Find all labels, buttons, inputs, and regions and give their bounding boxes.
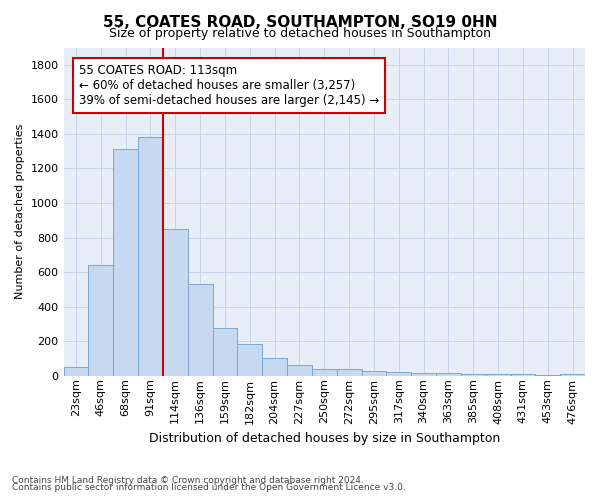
Bar [312, 369, 337, 376]
Text: 55 COATES ROAD: 113sqm
← 60% of detached houses are smaller (3,257)
39% of semi-: 55 COATES ROAD: 113sqm ← 60% of detached… [79, 64, 379, 107]
Text: Contains HM Land Registry data © Crown copyright and database right 2024.: Contains HM Land Registry data © Crown c… [12, 476, 364, 485]
Bar [287, 364, 312, 376]
Bar [64, 367, 88, 376]
Bar [485, 374, 511, 376]
Bar [238, 344, 262, 376]
Bar [386, 372, 411, 376]
Bar [262, 358, 287, 376]
Text: Size of property relative to detached houses in Southampton: Size of property relative to detached ho… [109, 28, 491, 40]
Text: 55, COATES ROAD, SOUTHAMPTON, SO19 0HN: 55, COATES ROAD, SOUTHAMPTON, SO19 0HN [103, 15, 497, 30]
Y-axis label: Number of detached properties: Number of detached properties [15, 124, 25, 300]
Bar [411, 373, 436, 376]
Bar [163, 229, 188, 376]
Bar [188, 284, 212, 376]
Bar [88, 265, 113, 376]
Bar [337, 369, 362, 376]
Bar [461, 374, 485, 376]
Bar [212, 328, 238, 376]
Bar [113, 150, 138, 376]
Bar [436, 373, 461, 376]
Bar [535, 375, 560, 376]
X-axis label: Distribution of detached houses by size in Southampton: Distribution of detached houses by size … [149, 432, 500, 445]
Bar [560, 374, 585, 376]
Bar [138, 138, 163, 376]
Text: Contains public sector information licensed under the Open Government Licence v3: Contains public sector information licen… [12, 484, 406, 492]
Bar [362, 370, 386, 376]
Bar [511, 374, 535, 376]
